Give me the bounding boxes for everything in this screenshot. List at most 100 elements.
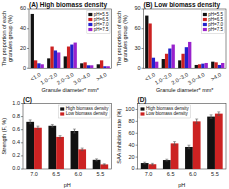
y-tick xyxy=(27,28,29,29)
y-tick-label: 60 xyxy=(128,130,134,136)
x-tick-label: 6.0 xyxy=(189,171,197,177)
legend-box xyxy=(139,105,190,118)
bar xyxy=(215,114,223,169)
legend-swatch xyxy=(60,107,64,110)
bar xyxy=(83,62,86,68)
legend: High biomass densityLow biomass density xyxy=(139,105,190,118)
y-tick-label: 100 xyxy=(125,106,134,112)
legend-label: pH=7.5 xyxy=(94,27,109,32)
bar xyxy=(195,65,198,68)
legend-swatch xyxy=(203,28,207,31)
y-tick-label: 0 xyxy=(23,65,26,71)
x-tick-label: >4.0 xyxy=(95,71,107,82)
error-bar xyxy=(187,145,190,149)
error-cap xyxy=(95,160,98,161)
bar xyxy=(185,47,188,68)
y-tick-label: 0.4 xyxy=(12,139,20,145)
error-bar xyxy=(95,159,98,161)
bar xyxy=(141,163,149,169)
bar xyxy=(87,65,90,68)
bar xyxy=(207,117,215,169)
legend-swatch xyxy=(141,112,145,115)
x-tick-label: 6.5 xyxy=(52,171,60,177)
title: (D) xyxy=(138,96,147,104)
bar xyxy=(172,45,175,69)
y-tick xyxy=(142,28,144,29)
y-tick-label: 0.2 xyxy=(12,152,20,158)
error-line xyxy=(166,159,167,161)
error-line xyxy=(144,162,145,164)
x-tick-label: 5.5 xyxy=(97,171,105,177)
error-cap xyxy=(51,124,54,125)
error-cap xyxy=(210,114,213,115)
y-tick-label: 0 xyxy=(137,65,140,71)
bar xyxy=(31,14,34,68)
bar xyxy=(168,48,171,68)
x-tick-label: 1.0~2.0 xyxy=(39,71,58,85)
bar xyxy=(34,128,42,169)
error-cap xyxy=(103,165,106,166)
y-tick-label: 20 xyxy=(128,154,134,160)
bar xyxy=(214,62,217,68)
marks xyxy=(145,16,224,69)
error-cap xyxy=(36,126,39,127)
y-tick xyxy=(136,145,138,146)
y-tick xyxy=(21,129,23,130)
y-tick xyxy=(21,155,23,156)
error-cap xyxy=(81,150,84,151)
legend-box xyxy=(201,11,224,34)
panel: 0306090<1.01.0~2.02.0~3.03.0~4.0>4.0(B) … xyxy=(116,1,227,93)
error-cap xyxy=(165,160,168,161)
y-tick-label: 60 xyxy=(134,25,140,31)
y-label-line: granules group (%) xyxy=(7,15,13,62)
bar xyxy=(165,54,168,68)
error-cap xyxy=(73,132,76,133)
plot-frame xyxy=(138,104,227,170)
bar xyxy=(100,164,108,169)
y-tick-label: 0.6 xyxy=(12,126,20,132)
error-line xyxy=(96,159,97,161)
y-tick-label: 40 xyxy=(20,25,26,31)
y-tick xyxy=(136,133,138,134)
error-line xyxy=(60,136,61,139)
error-bar xyxy=(173,142,176,146)
bar xyxy=(149,164,157,169)
bar xyxy=(171,143,179,169)
x-tick-label: 6.0 xyxy=(74,171,82,177)
bar xyxy=(152,58,155,69)
y-tick xyxy=(136,157,138,158)
legend-swatch xyxy=(88,28,92,31)
legend-swatch xyxy=(88,23,92,26)
error-cap xyxy=(187,148,190,149)
error-line xyxy=(174,142,175,146)
error-line xyxy=(52,124,53,127)
bar xyxy=(181,54,184,68)
error-cap xyxy=(165,159,168,160)
bar xyxy=(205,63,208,68)
legend-swatch xyxy=(88,18,92,21)
bar xyxy=(26,122,34,169)
x-tick-label: 3.0~4.0 xyxy=(72,71,91,85)
bar xyxy=(201,64,204,69)
error-bar xyxy=(36,126,39,129)
y-tick xyxy=(27,68,29,69)
bar xyxy=(50,47,53,69)
y-label: Strength (F, %) xyxy=(1,118,7,155)
error-cap xyxy=(217,115,220,116)
bar xyxy=(162,59,165,68)
bar xyxy=(211,62,214,69)
marks xyxy=(141,112,223,169)
error-cap xyxy=(73,129,76,130)
x-tick-label: 3.0~4.0 xyxy=(187,71,206,85)
legend: High biomass densityLow biomass density xyxy=(59,105,110,118)
bar xyxy=(37,63,40,68)
y-tick xyxy=(136,169,138,170)
x-label: pH xyxy=(64,182,71,188)
y-tick-label: 80 xyxy=(128,118,134,124)
error-bar xyxy=(29,120,32,124)
bar xyxy=(188,42,191,68)
y-tick-label: 1.0 xyxy=(12,100,20,106)
error-bar xyxy=(103,164,106,165)
error-line xyxy=(152,163,153,165)
marks xyxy=(26,120,108,169)
